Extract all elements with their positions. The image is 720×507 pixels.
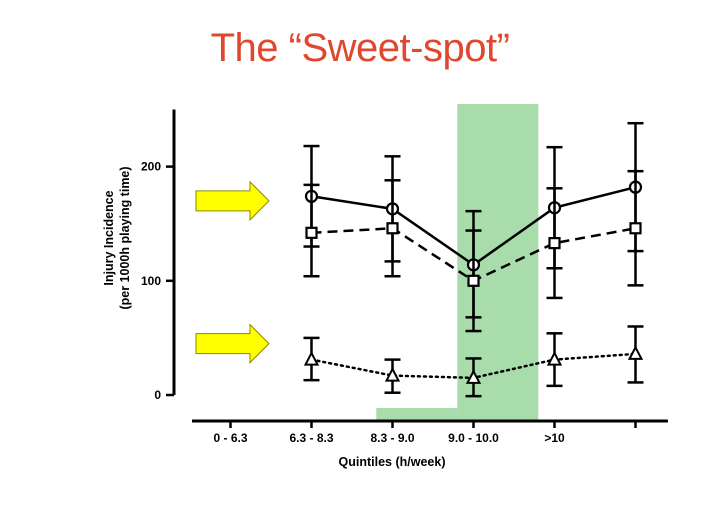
y-tick-label-0: 0	[154, 388, 161, 402]
point-square-2	[386, 222, 399, 235]
slide-title: The “Sweet-spot”	[210, 26, 510, 70]
y-tick-label-200: 200	[141, 160, 161, 174]
x-tick-label-2: 6.3 - 8.3	[289, 431, 333, 445]
y-axis-label-line-1: Injury Incidence	[102, 190, 116, 285]
x-axis-label: Quintiles (h/week)	[339, 455, 446, 469]
point-triangle-3	[465, 369, 482, 384]
point-square-5	[629, 222, 642, 235]
yellow-arrow-1	[195, 180, 270, 222]
point-square-3	[467, 274, 480, 287]
y-tick-label-100: 100	[141, 274, 161, 288]
yellow-arrow-2	[195, 323, 270, 364]
arrow-layer	[195, 180, 270, 364]
x-tick-label-3: 8.3 - 9.0	[370, 431, 414, 445]
x-tick-label-1: 0 - 6.3	[213, 431, 247, 445]
point-square-1	[305, 226, 318, 239]
point-triangle-2	[384, 366, 401, 382]
highlight-layer	[376, 104, 539, 421]
point-square-4	[548, 237, 561, 250]
sweet-spot-base-band	[376, 408, 458, 421]
point-triangle-4	[546, 350, 563, 366]
x-tick-label-5: >10	[544, 431, 565, 445]
series-triangle	[303, 325, 644, 398]
series-layer	[303, 121, 644, 398]
series-square	[303, 169, 644, 333]
axis-layer: 0 100 200 0 - 6.3 6.3 - 8.3 8.3 - 9.0 9.0 - 10…	[141, 109, 668, 445]
point-triangle-1	[303, 350, 320, 366]
point-triangle-5	[627, 345, 644, 360]
x-tick-label-4: 9.0 - 10.0	[448, 431, 499, 445]
y-axis-label-line-2: (per 1000h playing time)	[118, 166, 132, 309]
